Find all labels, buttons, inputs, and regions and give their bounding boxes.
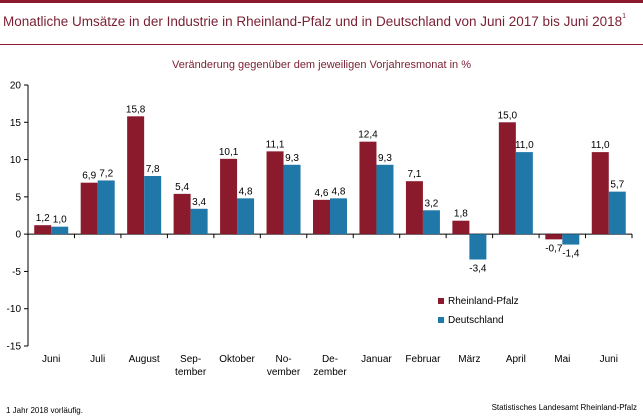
data-label: 5,4 — [175, 182, 189, 193]
data-label: 9,3 — [378, 153, 392, 164]
bar-deutschland — [562, 234, 580, 245]
bar-rheinland-pfalz — [266, 151, 284, 235]
x-category-label: vember — [267, 367, 301, 378]
x-category-label: Februar — [405, 354, 441, 365]
bar-rheinland-pfalz — [34, 225, 52, 235]
x-category-label: Sep- — [180, 354, 201, 365]
chart-title: Monatliche Umsätze in der Industrie in R… — [3, 13, 627, 29]
x-category-label: tember — [175, 367, 207, 378]
data-label: 12,4 — [358, 130, 378, 141]
bar-deutschland — [190, 208, 208, 235]
legend-swatch — [438, 317, 444, 323]
legend-label: Rheinland-Pfalz — [448, 296, 519, 307]
bar-deutschland — [515, 152, 533, 235]
x-category-label: Juli — [90, 354, 105, 365]
bar-rheinland-pfalz — [80, 182, 98, 235]
data-label: 1,8 — [454, 209, 468, 220]
legend-swatch — [438, 298, 444, 304]
bar-deutschland — [237, 198, 255, 235]
bar-rheinland-pfalz — [127, 116, 145, 235]
x-category-label: April — [506, 354, 526, 365]
bar-rheinland-pfalz — [591, 152, 609, 235]
bar-rheinland-pfalz — [173, 193, 191, 235]
data-label: -3,4 — [469, 263, 487, 274]
legend-label: Deutschland — [448, 315, 504, 326]
data-label: -0,7 — [545, 243, 563, 254]
data-label: 3,2 — [424, 198, 438, 209]
bar-rheinland-pfalz — [498, 122, 516, 235]
data-label: 7,1 — [407, 169, 421, 180]
bar-deutschland — [608, 191, 626, 235]
bar-deutschland — [469, 234, 487, 260]
y-tick-label: 0 — [15, 230, 21, 241]
data-label: 1,2 — [36, 213, 50, 224]
bar-deutschland — [376, 164, 394, 235]
data-label: 11,0 — [515, 140, 534, 151]
x-category-label: Juni — [42, 354, 60, 365]
y-tick-label: 20 — [10, 81, 22, 92]
x-category-label: Juni — [600, 354, 618, 365]
data-label: 7,8 — [146, 164, 160, 175]
bar-rheinland-pfalz — [545, 234, 563, 240]
data-label: 15,8 — [126, 104, 146, 115]
footnote: 1 Jahr 2018 vorläufig. — [6, 406, 83, 415]
bar-deutschland — [422, 210, 440, 235]
data-label: 11,0 — [591, 140, 610, 151]
data-label: 9,3 — [285, 153, 299, 164]
x-category-label: zember — [313, 367, 347, 378]
y-tick-label: 15 — [10, 118, 22, 129]
data-label: 4,8 — [239, 186, 253, 197]
y-tick-label: -5 — [12, 267, 21, 278]
data-label: 6,9 — [82, 171, 96, 182]
data-label: 3,4 — [192, 197, 206, 208]
x-category-label: Januar — [361, 354, 392, 365]
bar-rheinland-pfalz — [452, 220, 470, 235]
y-tick-label: 10 — [10, 155, 22, 166]
bar-rheinland-pfalz — [220, 158, 238, 235]
y-tick-label: 5 — [15, 192, 21, 203]
x-category-label: März — [458, 354, 480, 365]
x-category-label: August — [129, 354, 160, 365]
y-tick-label: -15 — [7, 342, 22, 353]
bar-deutschland — [330, 198, 347, 235]
title-rule — [0, 44, 643, 45]
data-label: 11,1 — [266, 139, 285, 150]
data-label: 5,7 — [610, 180, 624, 191]
bar-deutschland — [144, 175, 162, 235]
y-tick-label: -10 — [7, 304, 22, 315]
title-footnote-mark: 1 — [622, 13, 627, 20]
x-category-label: De- — [322, 354, 338, 365]
data-label: 15,0 — [498, 110, 518, 121]
x-category-label: No- — [275, 354, 291, 365]
top-rule — [0, 0, 643, 3]
bar-deutschland — [51, 226, 69, 235]
data-label: 10,1 — [219, 147, 239, 158]
data-label: 4,6 — [315, 188, 329, 199]
data-label: 7,2 — [99, 168, 113, 179]
bar-deutschland — [97, 180, 115, 235]
data-label: 4,8 — [332, 186, 346, 197]
x-category-label: Mai — [554, 354, 570, 365]
data-label: -1,4 — [562, 249, 580, 260]
bar-rheinland-pfalz — [405, 181, 423, 235]
chart-subtitle: Veränderung gegenüber dem jeweiligen Vor… — [171, 59, 472, 71]
bar-rheinland-pfalz — [359, 141, 377, 235]
source-note: Statistisches Landesamt Rheinland-Pfalz — [491, 403, 637, 412]
data-label: 1,0 — [53, 215, 67, 226]
bar-deutschland — [283, 164, 301, 235]
bar-rheinland-pfalz — [313, 199, 330, 235]
x-category-label: Oktober — [219, 354, 255, 365]
